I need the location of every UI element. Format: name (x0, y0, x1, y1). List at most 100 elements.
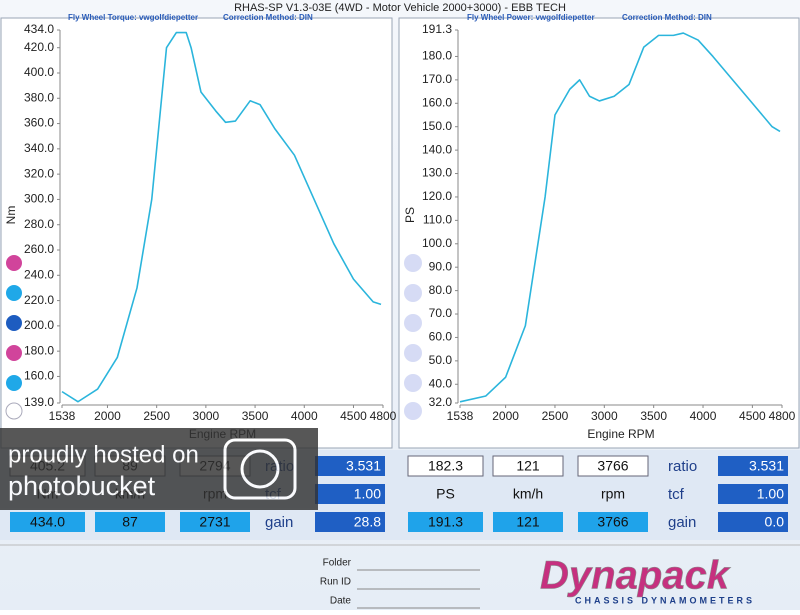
readout-value: 2731 (199, 514, 230, 530)
x-tick-label: 1538 (49, 409, 76, 423)
channel-dots (5, 254, 422, 420)
camera-lens (240, 449, 280, 489)
logo-tagline: CHASSIS DYNAMOMETERS (575, 595, 755, 605)
readout-value: 3766 (597, 458, 628, 474)
dot (5, 402, 23, 420)
readout-value: 434.0 (30, 514, 65, 530)
setting-value: 0.0 (765, 514, 785, 530)
field-label: Date (330, 596, 352, 607)
y-tick-label: 40.0 (429, 376, 453, 390)
x-tick-label: 3500 (242, 409, 269, 423)
logo: Dynapack (540, 554, 731, 598)
readout-value: 121 (516, 514, 540, 530)
dot (6, 285, 22, 301)
charts: Fly Wheel Torque: vwgolfdiepetter Correct… (4, 13, 795, 441)
y-tick-label: 180.0 (422, 49, 452, 63)
readout-value: 182.3 (428, 458, 463, 474)
y-tick-label: 380.0 (24, 90, 54, 104)
setting-box (315, 512, 385, 532)
y-tick-label: 90.0 (429, 259, 453, 273)
y-tick-label: 180.0 (24, 343, 54, 357)
y-tick-label: 170.0 (422, 72, 452, 86)
page-title: RHAS-SP V1.3-03E (4WD - Motor Vehicle 20… (234, 2, 566, 14)
y-tick-label: 200.0 (24, 318, 54, 332)
setting-label: tcf (668, 486, 685, 503)
x-tick-label: 3500 (640, 409, 667, 423)
y-axis-label: Nm (4, 206, 18, 225)
camera-icon (223, 438, 297, 500)
setting-value: 1.00 (757, 486, 784, 502)
x-tick-label: 3000 (193, 409, 220, 423)
data-line (61, 31, 382, 403)
x-tick-label: 4500 (739, 409, 766, 423)
field-label: Run ID (320, 577, 351, 588)
dot (6, 315, 22, 331)
y-tick-label: 130.0 (422, 166, 452, 180)
dot (404, 374, 422, 392)
y-tick-label: 240.0 (24, 267, 54, 281)
setting-box (718, 456, 788, 476)
y-tick-label: 150.0 (422, 119, 452, 133)
readout-value: 191.3 (428, 514, 463, 530)
x-tick-label: 2000 (492, 409, 519, 423)
x-tick-label: 2000 (94, 409, 121, 423)
y-tick-label: 420.0 (24, 40, 54, 54)
y-tick-label: 320.0 (24, 166, 54, 180)
setting-box (718, 512, 788, 532)
y-tick-label: 120.0 (422, 189, 452, 203)
x-tick-label: 4800 (769, 409, 796, 423)
y-tick-label: 50.0 (429, 353, 453, 367)
y-tick-label: 110.0 (423, 213, 452, 227)
y-tick-label: 160.0 (24, 369, 54, 383)
x-tick-label: 3000 (591, 409, 618, 423)
setting-box (718, 484, 788, 504)
y-tick-label: 280.0 (24, 217, 54, 231)
setting-box (315, 484, 385, 504)
value-box (407, 455, 484, 477)
y-tick-label: 140.0 (422, 142, 452, 156)
value-box (577, 455, 649, 477)
x-tick-label: 2500 (143, 409, 170, 423)
y-tick-label: 300.0 (24, 192, 54, 206)
dot (6, 345, 22, 361)
dot (404, 254, 422, 272)
y-axis-label: PS (403, 207, 417, 223)
y-tick-label: 191.3 (422, 22, 452, 36)
y-tick-label: 400.0 (24, 65, 54, 79)
correction-method: Correction Method: DIN (622, 13, 712, 22)
setting-label: gain (668, 514, 696, 531)
dot (6, 255, 22, 271)
x-tick-label: 4800 (370, 409, 397, 423)
y-tick-label: 340.0 (24, 141, 54, 155)
x-axis-label: Engine RPM (587, 427, 654, 441)
y-tick-label: 220.0 (24, 293, 54, 307)
x-tick-label: 2500 (542, 409, 569, 423)
dot (404, 402, 422, 420)
y-tick-label: 260.0 (24, 242, 54, 256)
y-tick-label: 80.0 (429, 283, 453, 297)
max-value-box (95, 512, 165, 532)
y-tick-label: 70.0 (429, 306, 453, 320)
dot (404, 284, 422, 302)
dot (404, 314, 422, 332)
correction-method: Correction Method: DIN (223, 13, 313, 22)
dot (404, 344, 422, 362)
x-tick-label: 4000 (291, 409, 318, 423)
watermark-line2: photobucket (8, 471, 156, 501)
watermark: proudly hosted on photobucket (0, 428, 318, 510)
unit-label: rpm (601, 486, 625, 502)
chart-subtitle: Fly Wheel Torque: vwgolfdiepetter (68, 13, 198, 22)
field-label: Folder (323, 558, 352, 569)
readout-value: 121 (516, 458, 540, 474)
max-value-box (578, 512, 648, 532)
setting-label: gain (265, 514, 293, 531)
setting-value: 28.8 (354, 514, 381, 530)
y-tick-label: 100.0 (422, 236, 452, 250)
max-value-box (10, 512, 85, 532)
y-tick-label: 434.0 (24, 22, 54, 36)
unit-label: PS (436, 486, 455, 502)
y-tick-label: 32.0 (429, 395, 453, 409)
data-line (459, 32, 781, 403)
